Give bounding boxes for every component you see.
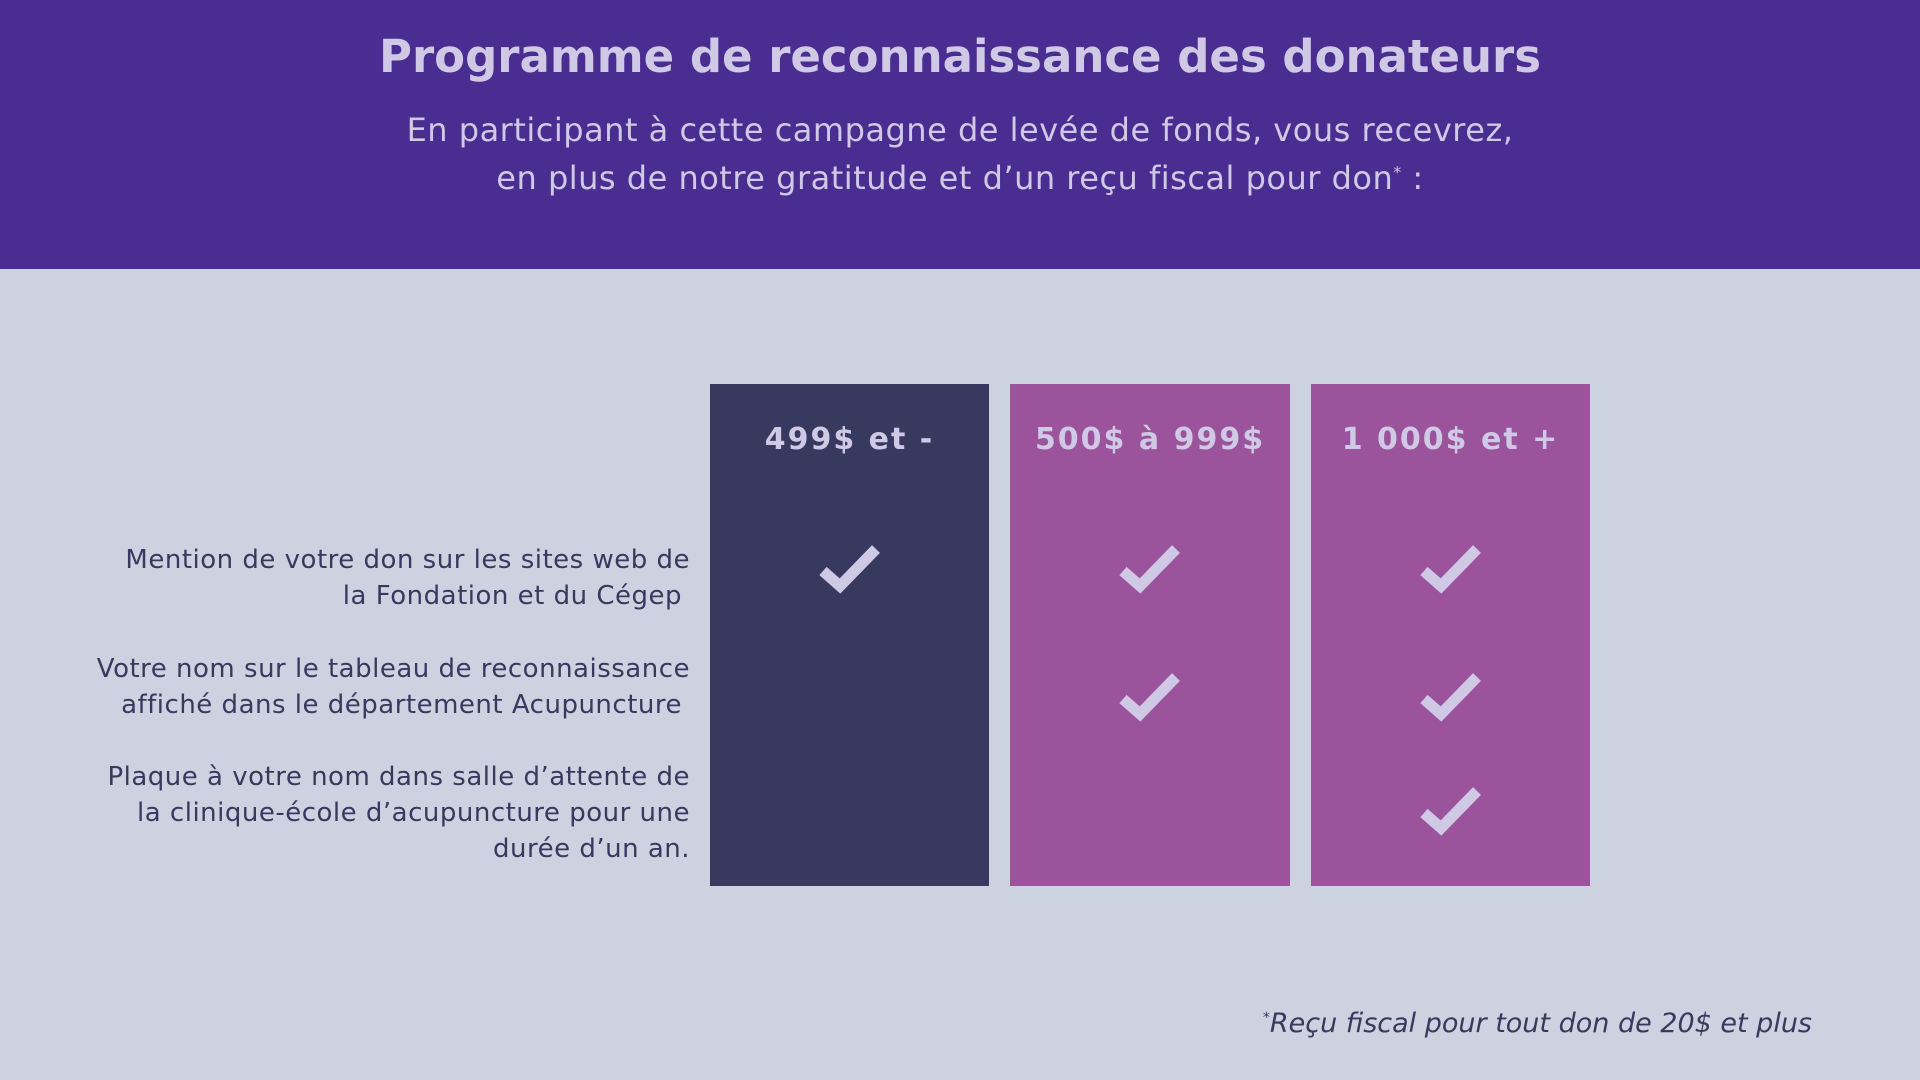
subtitle-line-2-end: : [1401,159,1424,197]
benefit-3-line-1: Plaque à votre nom dans salle d’attente … [107,762,690,792]
benefit-3-line-2: la clinique-école d’acupuncture pour une [137,798,690,828]
page-subtitle: En participant à cette campagne de levée… [0,106,1920,202]
tier-label-3: 1 000$ et + [1341,422,1560,457]
tier-column-1: 499$ et - [710,384,989,886]
page-title: Programme de reconnaissance des donateur… [379,30,1541,83]
checkmark-icon [1118,542,1182,594]
subtitle-line-2: en plus de notre gratitude et d’un reçu … [0,154,1920,202]
benefit-3-line-3: durée d’un an. [492,834,690,864]
header-banner: Programme de reconnaissance des donateur… [0,0,1920,269]
footnote-text: Reçu fiscal pour tout don de 20$ et plus [1269,1008,1812,1039]
footnote-marker: * [1262,1010,1270,1026]
checkmark-icon [1419,784,1483,836]
checkmark-icon [818,542,882,594]
tier-column-2: 500$ à 999$ [1010,384,1290,886]
benefit-item-recognition-board: Votre nom sur le tableau de reconnaissan… [40,651,690,723]
benefit-2-line-2: affiché dans le département Acupuncture [121,690,682,720]
tier-label-2: 500$ à 999$ [1034,422,1266,457]
checkmark-icon [1118,670,1182,722]
subtitle-line-1: En participant à cette campagne de levée… [406,111,1514,149]
footnote: *Reçu fiscal pour tout don de 20$ et plu… [1263,1008,1812,1039]
benefit-2-line-1: Votre nom sur le tableau de reconnaissan… [96,654,690,684]
tier-label-1: 499$ et - [764,422,935,457]
checkmark-icon [1419,542,1483,594]
benefit-1-line-2: la Fondation et du Cégep [342,581,682,611]
subtitle-footnote-marker: * [1393,162,1402,182]
tier-column-3: 1 000$ et + [1311,384,1590,886]
checkmark-icon [1419,670,1483,722]
benefit-item-website-mention: Mention de votre don sur les sites web d… [40,542,690,614]
benefit-item-name-plaque: Plaque à votre nom dans salle d’attente … [40,759,690,867]
benefit-1-line-1: Mention de votre don sur les sites web d… [125,545,690,575]
subtitle-line-2-text: en plus de notre gratitude et d’un reçu … [496,159,1394,197]
